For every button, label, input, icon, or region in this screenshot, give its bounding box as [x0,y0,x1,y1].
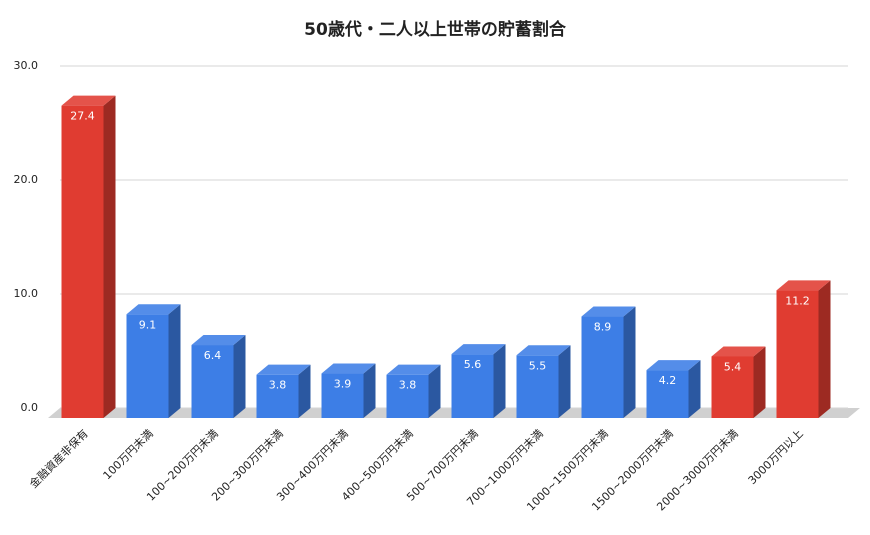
bar-side [818,280,831,418]
bar-side [233,335,246,418]
bar [321,373,364,418]
bar [581,316,624,418]
bar-top [646,360,701,371]
y-tick-label: 0.0 [21,401,39,414]
y-tick-label: 20.0 [14,173,39,186]
bar-side [558,345,571,418]
bar-top [516,345,571,356]
bar [711,356,754,418]
x-tick-label: 300~400万円未満 [274,427,351,504]
x-tick-label: 金融資産非保有 [26,426,90,490]
bar [126,314,169,418]
bar [646,370,689,418]
bar-top [61,95,116,106]
bar-top [581,306,636,317]
bar-top [126,304,181,315]
bar-top [321,363,376,374]
bar [386,374,429,418]
x-tick-label: 200~300万円未満 [209,427,286,504]
bar-side [688,360,701,418]
bar-side [493,344,506,418]
bar-side [298,364,311,418]
x-tick-label: 3000万円以上 [746,427,806,487]
bar-top [711,346,766,357]
data-label: 11.2 [785,294,810,307]
bar-side [363,363,376,418]
bar [776,290,819,418]
bar [256,374,299,418]
data-label: 6.4 [204,349,222,362]
y-tick-label: 30.0 [14,59,39,72]
bar-top [191,335,246,346]
bar-top [776,280,831,291]
x-tick-label: 100万円未満 [101,427,156,482]
bar [191,345,234,418]
bar [516,355,559,418]
data-label: 5.4 [724,360,742,373]
bar-top [386,364,441,375]
data-label: 5.5 [529,359,547,372]
bar-side [168,304,181,418]
bar-top [256,364,311,375]
bar-side [623,306,636,418]
bar-side [103,95,116,418]
data-label: 4.2 [659,374,677,387]
x-tick-label: 400~500万円未満 [339,427,416,504]
y-tick-label: 10.0 [14,287,39,300]
bar [61,105,104,418]
data-label: 3.9 [334,378,352,391]
bar-side [428,364,441,418]
data-label: 3.8 [269,379,287,392]
chart-title: 50歳代・二人以上世帯の貯蓄割合 [304,19,567,40]
data-label: 5.6 [464,358,482,371]
bar-side [753,346,766,418]
x-tick-label: 100~200万円未満 [144,427,221,504]
data-label: 27.4 [70,110,95,123]
data-label: 3.8 [399,379,417,392]
data-label: 9.1 [139,318,157,331]
bar-top [451,344,506,355]
bar [451,354,494,418]
data-label: 8.9 [594,321,612,334]
x-tick-label: 500~700万円未満 [404,427,481,504]
